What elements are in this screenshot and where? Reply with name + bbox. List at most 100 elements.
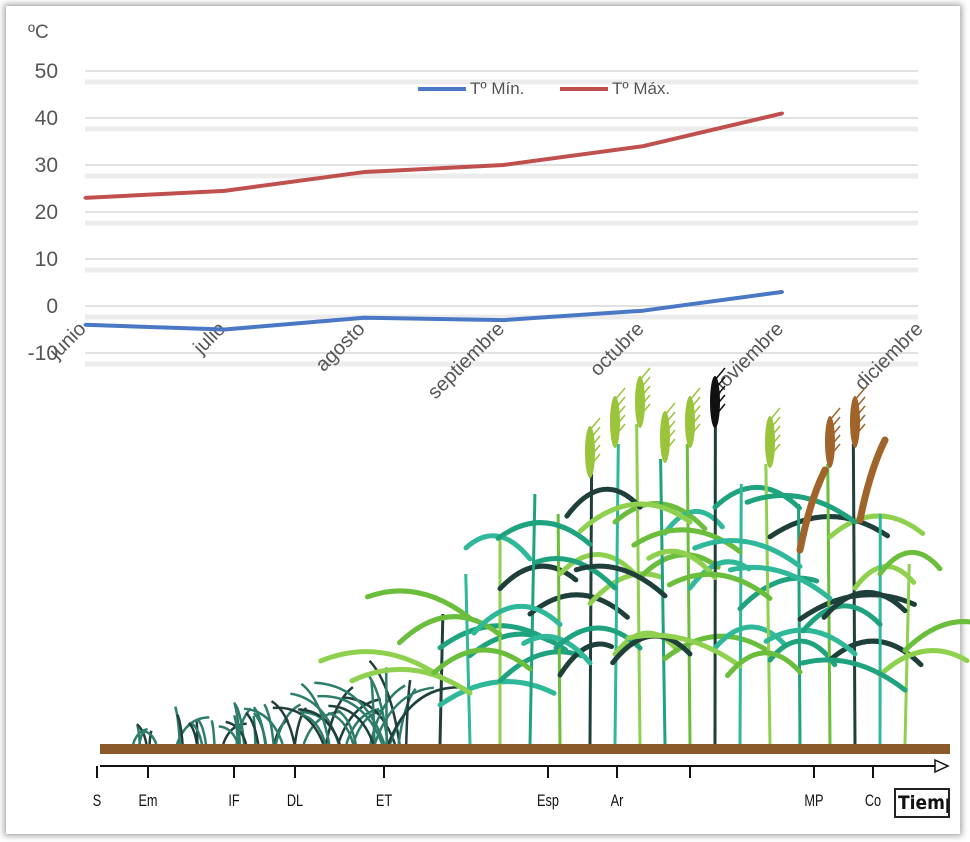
wheat-awn [589,453,601,467]
y-tick-label: 30 [35,154,58,177]
wheat-leaf [497,563,579,592]
stage-label: S [93,791,101,810]
wheat-leaf [573,563,668,599]
seedling-leaf [138,729,146,745]
wheat-awn [854,414,866,428]
wheat-leaf [799,657,908,693]
wheat-awn [829,443,841,457]
wheat-awn [664,420,676,434]
wheat-stem [903,563,911,745]
wheat-leaf [557,641,615,678]
seedling-leaf [233,701,242,745]
wheat-awn [589,435,601,449]
wheat-awn [689,396,701,410]
seedling-leaf [337,697,382,745]
wheat-leaf [637,552,721,581]
wheat-leaf [737,575,820,612]
wheat-awn [664,411,676,425]
seedling-leaf [397,687,417,745]
wheat-leaf [437,679,557,708]
wheat-stem [685,443,692,745]
wheat-leaf [744,492,858,525]
wheat-awn [639,376,651,390]
wheat-leaf [902,619,970,653]
wheat-leaf [877,550,943,577]
wheat-leaf [827,513,926,540]
wheat-leaf [646,548,718,581]
wheat-awn [639,367,651,381]
wheat-awn [769,425,781,439]
wheat-head [685,396,695,448]
seedling-leaf [352,709,383,745]
wheat-awn [614,405,626,419]
y-tick-label: 40 [35,107,58,130]
wheat-leaf [564,486,643,519]
wheat-leaf [800,603,883,634]
wheat-awn [769,443,781,457]
wheat-awn [714,403,726,417]
y-tick-label: 50 [35,60,58,83]
seedling-leaf [196,718,208,745]
y-tick-label: 0 [46,295,58,318]
mature-head [856,436,889,524]
stage-label: Co [865,791,881,810]
y-tick-labels: 50 40 30 20 10 0 -10 [28,60,58,365]
wheat-stem [464,573,472,745]
seedling-leaf [328,704,375,745]
wheat-awn [614,387,626,401]
wheat-leaf [521,634,593,666]
mature-head [796,466,829,554]
wheat-awn [689,414,701,428]
legend-label: Tº Mín. [470,79,524,98]
stage-label: Em [138,791,157,810]
wheat-leaf [318,649,443,679]
wheat-head [850,396,860,448]
series-layer [83,111,784,332]
wheat-leaf [495,520,593,547]
wheat-leaf [533,556,618,591]
seedling-leaf [176,714,184,745]
stage-label: ET [376,791,392,810]
wheat-awn [854,387,866,401]
seedling-leaf [210,720,216,745]
wheat-leaf [877,648,970,678]
legend: Tº Mín. Tº Máx. [418,79,670,98]
wheat-head [710,376,720,428]
wheat-awn [639,385,651,399]
wheat-stem [826,463,832,745]
seedling-leaf [373,686,434,745]
wheat-stem [556,513,562,745]
seedling-leaf [270,700,296,745]
wheat-awn [769,407,781,421]
wheat-leaf [471,603,563,636]
soil-strip [100,744,950,754]
wheat-awn [829,434,841,448]
wheat-stem [764,463,772,745]
wheat-stem [613,443,620,745]
wheat-head [825,416,835,468]
seedling-leaf [252,706,267,745]
seedling-leaf [233,714,240,745]
wheat-awn [854,423,866,437]
data-point [362,316,366,320]
wheat-leaf [587,571,664,607]
stage-label: IF [228,791,239,810]
y-unit-label: ºC [28,22,49,43]
seedling-leaf [370,680,376,745]
y-tick-label: 10 [35,248,58,271]
wheat-awn [714,367,726,381]
wheat-awn [664,438,676,452]
seedling-leaf [190,722,204,745]
wheat-awn [639,403,651,417]
wheat-leaf [725,650,803,679]
seedling-leaf [404,679,412,745]
wheat-leaf [364,588,473,621]
legend-label: Tº Máx. [612,79,670,98]
data-point [362,170,366,174]
plant-layer [131,367,970,745]
wheat-awn [664,429,676,443]
seedling-leaf [302,710,342,745]
data-point [83,323,87,327]
growth-stage-labels: S Em IF DL ET Esp Ar MP Co [93,766,881,811]
